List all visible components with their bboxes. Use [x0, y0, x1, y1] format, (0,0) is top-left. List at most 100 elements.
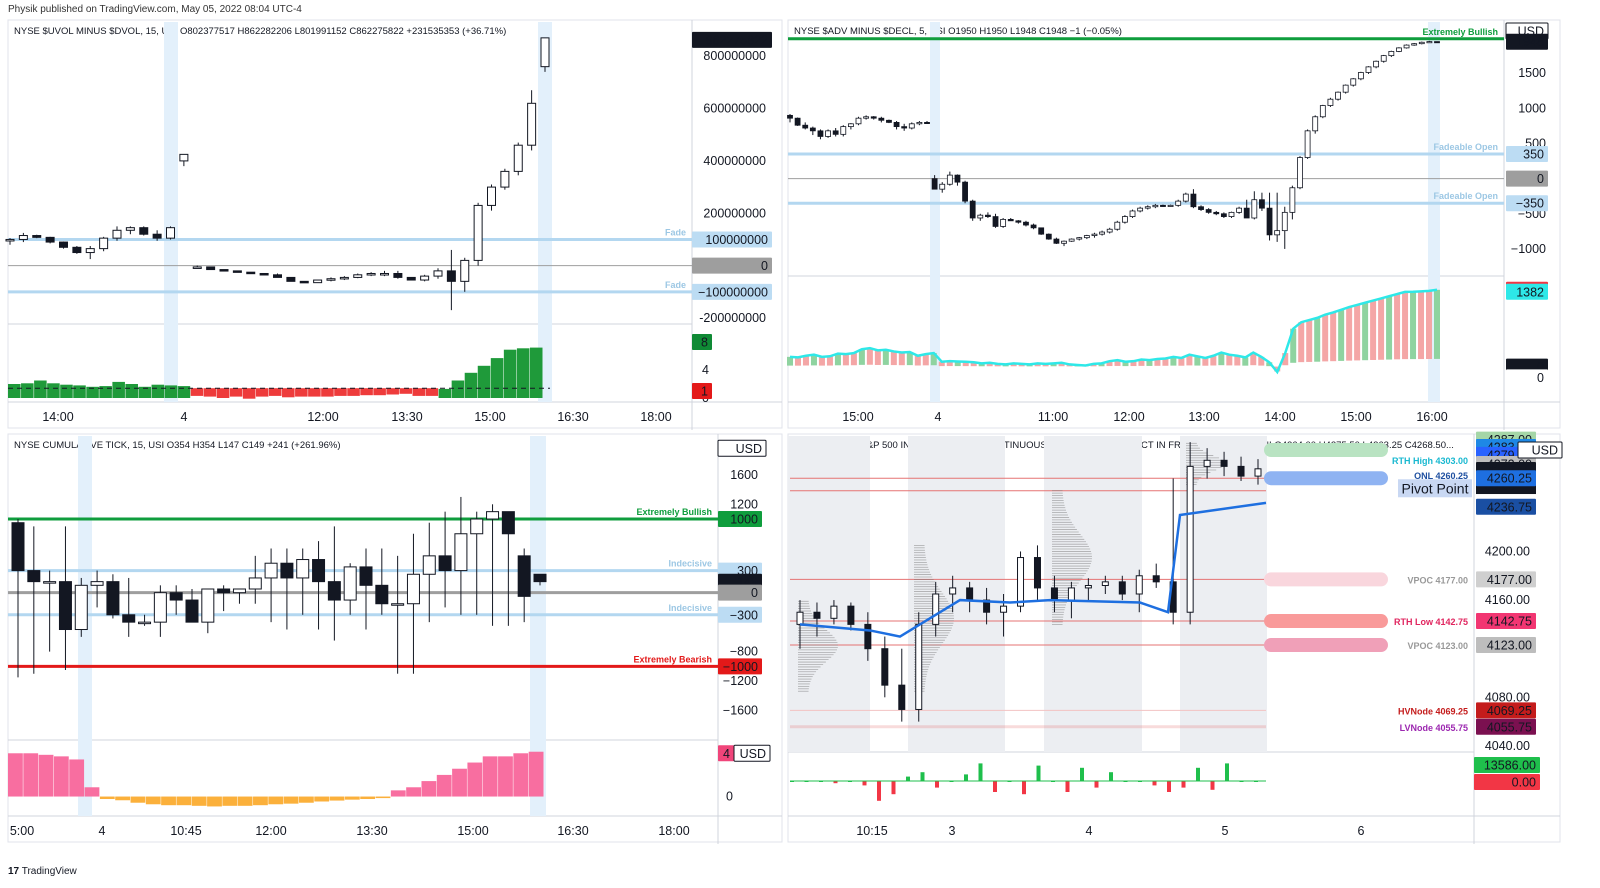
adv-histogram-bar [1418, 291, 1425, 360]
adv-histogram-bar [962, 361, 969, 367]
mes-candle [1000, 605, 1008, 613]
adv-candle [1198, 206, 1204, 210]
tick-histogram-bar [360, 796, 376, 800]
mes-level-label: RTH High 4303.00 [1392, 456, 1468, 466]
tick-candle [438, 555, 452, 572]
mes-price-badge-bg [1476, 498, 1536, 515]
uvol-level-label: Fade [665, 227, 686, 237]
tick-candle [280, 562, 294, 579]
tick-frame [7, 433, 783, 843]
mes-candle [1135, 575, 1143, 595]
adv-histogram-bar [1386, 296, 1393, 360]
adv-histogram-bar [1250, 352, 1257, 366]
mes-candle [1067, 587, 1075, 601]
tick-histogram-bar [375, 796, 391, 799]
mes-candle [1101, 581, 1109, 586]
uvol-candle [433, 270, 443, 277]
uvol-candle [259, 272, 269, 276]
tick-candle [296, 559, 310, 579]
uvol-frame [7, 19, 783, 429]
adv-histogram-bar [1194, 356, 1201, 366]
uvol-candle [152, 233, 162, 239]
adv-candle [1403, 44, 1410, 49]
uvol-volume-bar [8, 384, 21, 398]
tick-price-badge: −1000 [723, 660, 758, 674]
mes-candle [1118, 581, 1126, 595]
tradingview-logo-mark: 17 [8, 866, 20, 877]
mes-candle [1203, 459, 1211, 467]
mes-level-pill [1264, 572, 1388, 587]
adv-candle [962, 181, 968, 202]
uvol-title: NYSE $UVOL MINUS $DVOL, 15, USI O8023775… [14, 26, 506, 37]
adv-histogram-bar [1114, 360, 1121, 366]
adv-candle [794, 117, 801, 126]
uvol-candle [85, 248, 95, 254]
uvol-x-tick: 16:30 [557, 410, 588, 424]
uvol-volume-bar [125, 384, 138, 398]
tick-histogram-bar [498, 756, 513, 797]
adv-x-tick: 11:00 [1038, 410, 1068, 424]
adv-histogram-bar [1162, 358, 1169, 366]
uvol-candle [487, 186, 496, 206]
mes-delta-bar [1036, 765, 1041, 781]
uvol-candle [192, 266, 202, 269]
mes-level-label: VPOC 4177.00 [1407, 575, 1468, 585]
uvol-candle [326, 278, 336, 281]
tick-price-badge-bg [718, 584, 762, 601]
mes-price-badge: 4236.75 [1487, 500, 1532, 514]
adv-candle [1365, 66, 1372, 73]
adv-histogram-bar [818, 356, 825, 366]
uvol-volume-bar [177, 386, 191, 398]
adv-x-tick: 4 [935, 410, 942, 424]
uvol-volume-bar [73, 385, 86, 398]
uvol-volume-bar [229, 388, 243, 397]
adv-candle [924, 122, 930, 125]
tick-y-tick: 1200 [730, 497, 758, 511]
adv-candle [1091, 233, 1098, 236]
adv-candle [1175, 200, 1182, 206]
tick-histogram-bar [84, 787, 100, 797]
uvol-volume-bar [282, 388, 295, 398]
adv-candle [1213, 211, 1220, 215]
adv-histogram-bar [1378, 298, 1385, 360]
uvol-y-tick: 800000000 [703, 49, 766, 63]
tick-histogram-bar [99, 796, 115, 800]
tick-histogram-bar [406, 787, 421, 797]
adv-histogram-bar [1034, 363, 1041, 367]
tick-title: NYSE CUMULATIVE TICK, 15, USI O354 H354 … [14, 440, 341, 451]
tick-histogram-bar [467, 762, 483, 797]
uvol-volume-bar [138, 386, 152, 398]
adv-price-badge: 1948 [1516, 35, 1544, 49]
publisher-header: Physik published on TradingView.com, May… [8, 4, 302, 15]
uvol-level-label: Fade [665, 280, 686, 290]
tick-level-label: Extremely Bearish [633, 654, 712, 664]
adv-candle [886, 119, 892, 123]
uvol-candle [45, 236, 55, 243]
adv-histogram-bar [1186, 354, 1193, 366]
mes-session-shade [1044, 436, 1142, 752]
uvol-y-tick: 200000000 [703, 206, 766, 220]
adv-title: NYSE $ADV MINUS $DECL, 5, USI O1950 H195… [794, 26, 1122, 37]
uvol-volume-bar [21, 383, 34, 398]
adv-candle [901, 126, 908, 129]
adv-sub-badge: 0 [1537, 371, 1544, 385]
adv-candle [1160, 204, 1166, 207]
adv-histogram-bar [1050, 363, 1057, 367]
adv-candle [1007, 218, 1014, 222]
mes-delta-badge-bg [1474, 757, 1540, 773]
adv-candle [1038, 227, 1045, 235]
uvol-candle [500, 170, 510, 188]
uvol-candle [313, 279, 323, 284]
adv-candle [939, 183, 946, 190]
adv-histogram-bar [794, 357, 801, 366]
mes-session-shade [1180, 436, 1267, 752]
uvol-candle [232, 270, 242, 273]
mes-price-badge-bg [1476, 613, 1536, 630]
tick-candle [122, 614, 136, 623]
mes-level-label: ONL 4260.25 [1414, 471, 1468, 481]
tick-candle [391, 603, 405, 606]
adv-candle [1000, 218, 1007, 227]
uvol-candle [446, 270, 456, 282]
adv-candle [1327, 98, 1334, 106]
tick-candle [264, 562, 278, 579]
